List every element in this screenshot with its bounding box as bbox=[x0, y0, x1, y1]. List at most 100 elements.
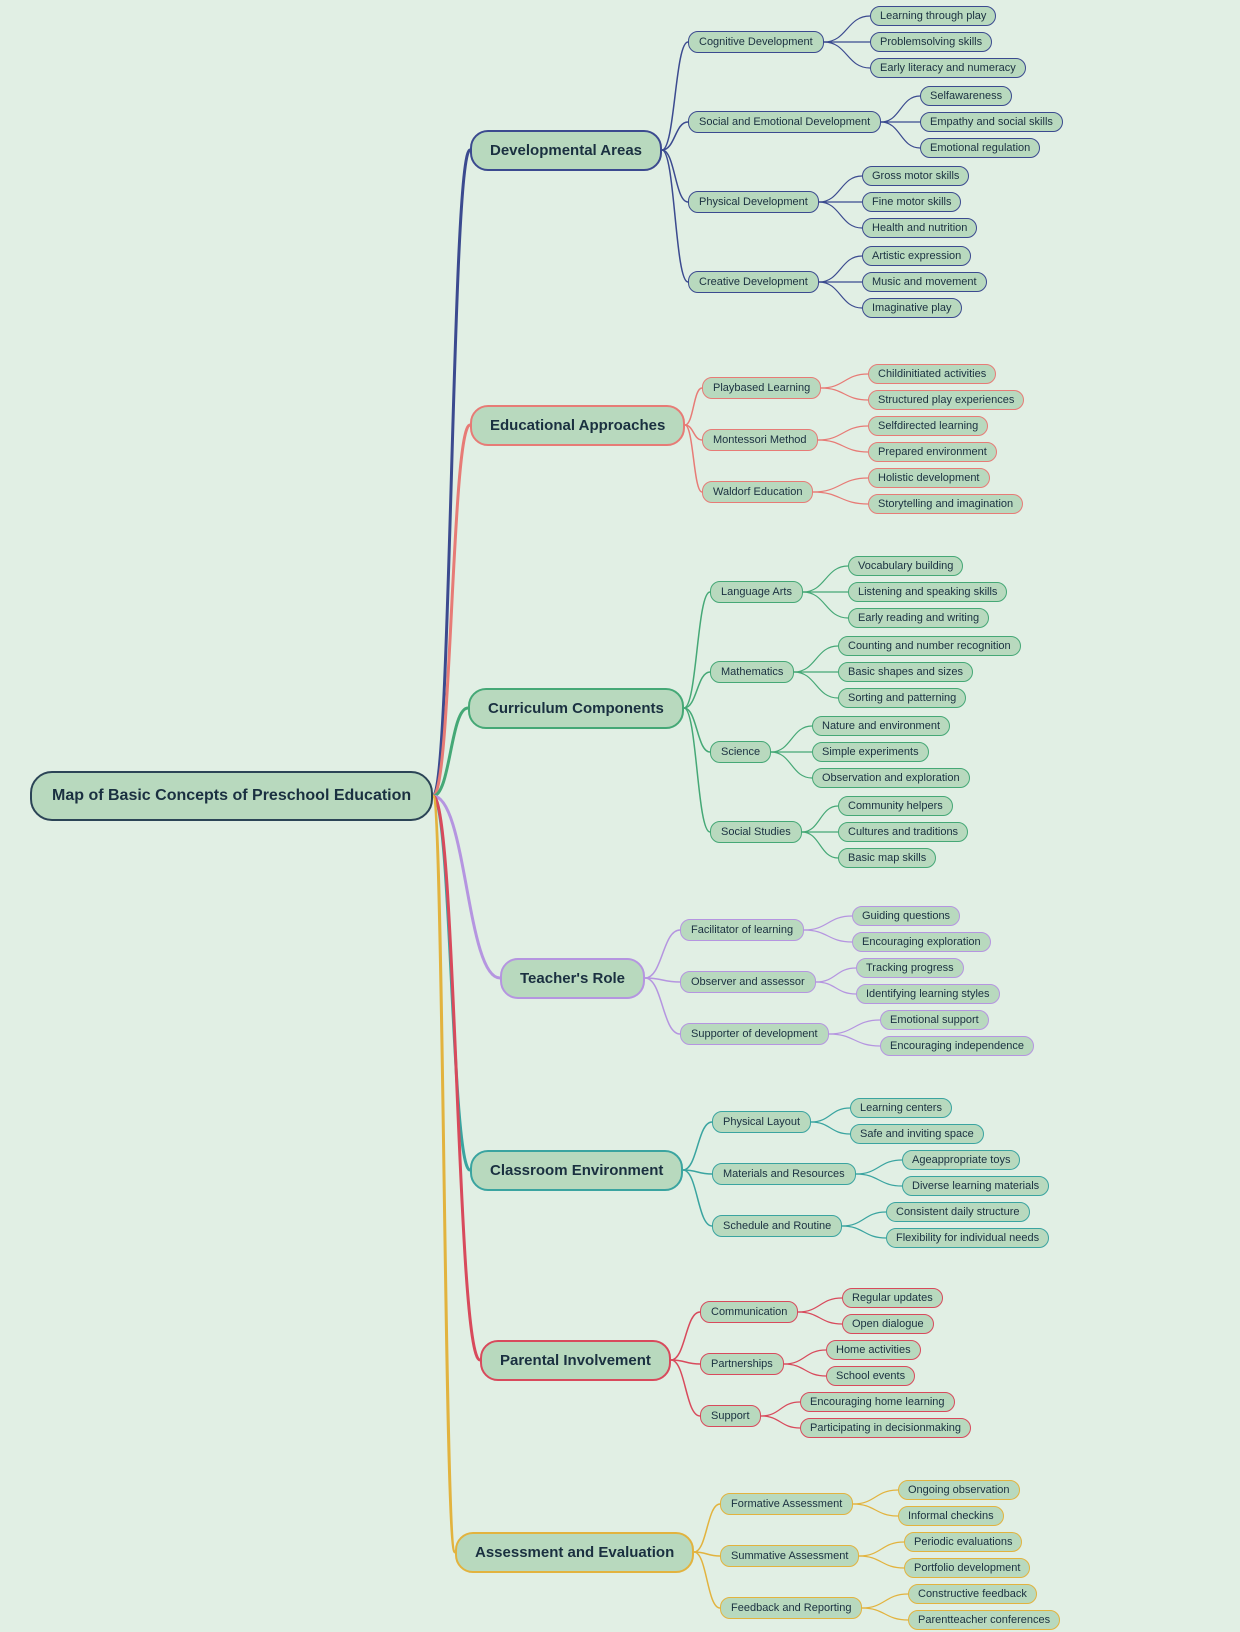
branch-6-sub-2: Feedback and Reporting bbox=[720, 1597, 862, 1619]
branch-2-sub-0-label: Language Arts bbox=[721, 586, 792, 598]
branch-2-sub-1: Mathematics bbox=[710, 661, 794, 683]
branch-6-sub-1-leaf-1-label: Portfolio development bbox=[914, 1562, 1020, 1574]
branch-6-sub-2-leaf-1-label: Parentteacher conferences bbox=[918, 1614, 1050, 1626]
branch-2-sub-2-leaf-2: Observation and exploration bbox=[812, 768, 970, 788]
branch-5-sub-0-leaf-0: Regular updates bbox=[842, 1288, 943, 1308]
branch-5-sub-0-leaf-1: Open dialogue bbox=[842, 1314, 934, 1334]
branch-3-sub-2-leaf-0-label: Emotional support bbox=[890, 1014, 979, 1026]
branch-0-sub-2-leaf-1: Fine motor skills bbox=[862, 192, 961, 212]
branch-3-sub-1: Observer and assessor bbox=[680, 971, 816, 993]
branch-5-sub-1-leaf-1: School events bbox=[826, 1366, 915, 1386]
branch-1: Educational Approaches bbox=[470, 405, 685, 446]
branch-0-sub-3-leaf-0-label: Artistic expression bbox=[872, 250, 961, 262]
branch-4-sub-1-label: Materials and Resources bbox=[723, 1168, 845, 1180]
branch-3-sub-1-leaf-0-label: Tracking progress bbox=[866, 962, 954, 974]
branch-2-sub-0-leaf-1-label: Listening and speaking skills bbox=[858, 586, 997, 598]
branch-0-sub-1-label: Social and Emotional Development bbox=[699, 116, 870, 128]
branch-6-sub-0-leaf-1: Informal checkins bbox=[898, 1506, 1004, 1526]
branch-5-sub-1-leaf-0-label: Home activities bbox=[836, 1344, 911, 1356]
branch-2-sub-3-leaf-1: Cultures and traditions bbox=[838, 822, 968, 842]
branch-3: Teacher's Role bbox=[500, 958, 645, 999]
branch-2-sub-3-leaf-0: Community helpers bbox=[838, 796, 953, 816]
branch-5-sub-2-leaf-1: Participating in decisionmaking bbox=[800, 1418, 971, 1438]
branch-1-sub-0-leaf-1-label: Structured play experiences bbox=[878, 394, 1014, 406]
branch-2-sub-3: Social Studies bbox=[710, 821, 802, 843]
branch-6-sub-1-leaf-0: Periodic evaluations bbox=[904, 1532, 1022, 1552]
branch-3-sub-0-leaf-0-label: Guiding questions bbox=[862, 910, 950, 922]
branch-2: Curriculum Components bbox=[468, 688, 684, 729]
branch-4-sub-2-leaf-0-label: Consistent daily structure bbox=[896, 1206, 1020, 1218]
branch-2-sub-3-label: Social Studies bbox=[721, 826, 791, 838]
branch-0-sub-1-leaf-2: Emotional regulation bbox=[920, 138, 1040, 158]
branch-5-sub-1-leaf-0: Home activities bbox=[826, 1340, 921, 1360]
branch-0-sub-0-leaf-2-label: Early literacy and numeracy bbox=[880, 62, 1016, 74]
branch-5-sub-2-label: Support bbox=[711, 1410, 750, 1422]
branch-4-sub-0: Physical Layout bbox=[712, 1111, 811, 1133]
branch-6-sub-2-leaf-0-label: Constructive feedback bbox=[918, 1588, 1027, 1600]
branch-2-sub-1-leaf-1: Basic shapes and sizes bbox=[838, 662, 973, 682]
branch-2-sub-1-leaf-1-label: Basic shapes and sizes bbox=[848, 666, 963, 678]
branch-0-sub-0: Cognitive Development bbox=[688, 31, 824, 53]
branch-0-sub-1-leaf-1: Empathy and social skills bbox=[920, 112, 1063, 132]
branch-5-sub-0-leaf-1-label: Open dialogue bbox=[852, 1318, 924, 1330]
branch-0-sub-1-leaf-0: Selfawareness bbox=[920, 86, 1012, 106]
branch-3-sub-2-leaf-0: Emotional support bbox=[880, 1010, 989, 1030]
branch-2-sub-2-label: Science bbox=[721, 746, 760, 758]
branch-1-sub-1: Montessori Method bbox=[702, 429, 818, 451]
branch-0-sub-2: Physical Development bbox=[688, 191, 819, 213]
branch-4-sub-0-leaf-1-label: Safe and inviting space bbox=[860, 1128, 974, 1140]
root-node-label: Map of Basic Concepts of Preschool Educa… bbox=[52, 787, 411, 805]
branch-1-sub-1-label: Montessori Method bbox=[713, 434, 807, 446]
branch-4-label: Classroom Environment bbox=[490, 1162, 663, 1179]
branch-5-sub-2-leaf-0: Encouraging home learning bbox=[800, 1392, 955, 1412]
branch-2-sub-3-leaf-1-label: Cultures and traditions bbox=[848, 826, 958, 838]
branch-0-sub-2-leaf-2: Health and nutrition bbox=[862, 218, 977, 238]
branch-4-sub-0-label: Physical Layout bbox=[723, 1116, 800, 1128]
branch-1-sub-0: Playbased Learning bbox=[702, 377, 821, 399]
branch-5-label: Parental Involvement bbox=[500, 1352, 651, 1369]
branch-3-sub-0-label: Facilitator of learning bbox=[691, 924, 793, 936]
branch-6: Assessment and Evaluation bbox=[455, 1532, 694, 1573]
branch-2-sub-2-leaf-1-label: Simple experiments bbox=[822, 746, 919, 758]
branch-1-sub-2-leaf-1: Storytelling and imagination bbox=[868, 494, 1023, 514]
branch-0-sub-2-label: Physical Development bbox=[699, 196, 808, 208]
branch-4-sub-2-label: Schedule and Routine bbox=[723, 1220, 831, 1232]
branch-5-sub-2: Support bbox=[700, 1405, 761, 1427]
branch-2-sub-3-leaf-2: Basic map skills bbox=[838, 848, 936, 868]
branch-3-sub-0: Facilitator of learning bbox=[680, 919, 804, 941]
branch-2-label: Curriculum Components bbox=[488, 700, 664, 717]
branch-3-sub-1-label: Observer and assessor bbox=[691, 976, 805, 988]
branch-4-sub-2-leaf-1: Flexibility for individual needs bbox=[886, 1228, 1049, 1248]
branch-0-sub-3: Creative Development bbox=[688, 271, 819, 293]
branch-2-sub-0-leaf-0-label: Vocabulary building bbox=[858, 560, 953, 572]
branch-6-sub-1-leaf-1: Portfolio development bbox=[904, 1558, 1030, 1578]
branch-0-sub-1: Social and Emotional Development bbox=[688, 111, 881, 133]
branch-0-sub-0-leaf-0: Learning through play bbox=[870, 6, 996, 26]
branch-3-sub-0-leaf-0: Guiding questions bbox=[852, 906, 960, 926]
branch-0-sub-1-leaf-1-label: Empathy and social skills bbox=[930, 116, 1053, 128]
branch-2-sub-0: Language Arts bbox=[710, 581, 803, 603]
branch-0-sub-0-leaf-2: Early literacy and numeracy bbox=[870, 58, 1026, 78]
branch-0-sub-1-leaf-0-label: Selfawareness bbox=[930, 90, 1002, 102]
branch-2-sub-1-leaf-2-label: Sorting and patterning bbox=[848, 692, 956, 704]
branch-0: Developmental Areas bbox=[470, 130, 662, 171]
branch-0-sub-3-leaf-1: Music and movement bbox=[862, 272, 987, 292]
branch-3-sub-2-label: Supporter of development bbox=[691, 1028, 818, 1040]
branch-2-sub-2-leaf-0-label: Nature and environment bbox=[822, 720, 940, 732]
branch-3-label: Teacher's Role bbox=[520, 970, 625, 987]
branch-4-sub-1-leaf-1: Diverse learning materials bbox=[902, 1176, 1049, 1196]
branch-6-sub-1: Summative Assessment bbox=[720, 1545, 859, 1567]
branch-1-sub-2: Waldorf Education bbox=[702, 481, 813, 503]
branch-0-sub-0-label: Cognitive Development bbox=[699, 36, 813, 48]
branch-5-sub-1-label: Partnerships bbox=[711, 1358, 773, 1370]
branch-5-sub-2-leaf-0-label: Encouraging home learning bbox=[810, 1396, 945, 1408]
branch-2-sub-0-leaf-1: Listening and speaking skills bbox=[848, 582, 1007, 602]
branch-5-sub-1: Partnerships bbox=[700, 1353, 784, 1375]
branch-2-sub-0-leaf-2-label: Early reading and writing bbox=[858, 612, 979, 624]
branch-5-sub-1-leaf-1-label: School events bbox=[836, 1370, 905, 1382]
branch-3-sub-1-leaf-1-label: Identifying learning styles bbox=[866, 988, 990, 1000]
branch-2-sub-1-label: Mathematics bbox=[721, 666, 783, 678]
branch-2-sub-1-leaf-0-label: Counting and number recognition bbox=[848, 640, 1011, 652]
branch-3-sub-2-leaf-1: Encouraging independence bbox=[880, 1036, 1034, 1056]
branch-2-sub-3-leaf-2-label: Basic map skills bbox=[848, 852, 926, 864]
